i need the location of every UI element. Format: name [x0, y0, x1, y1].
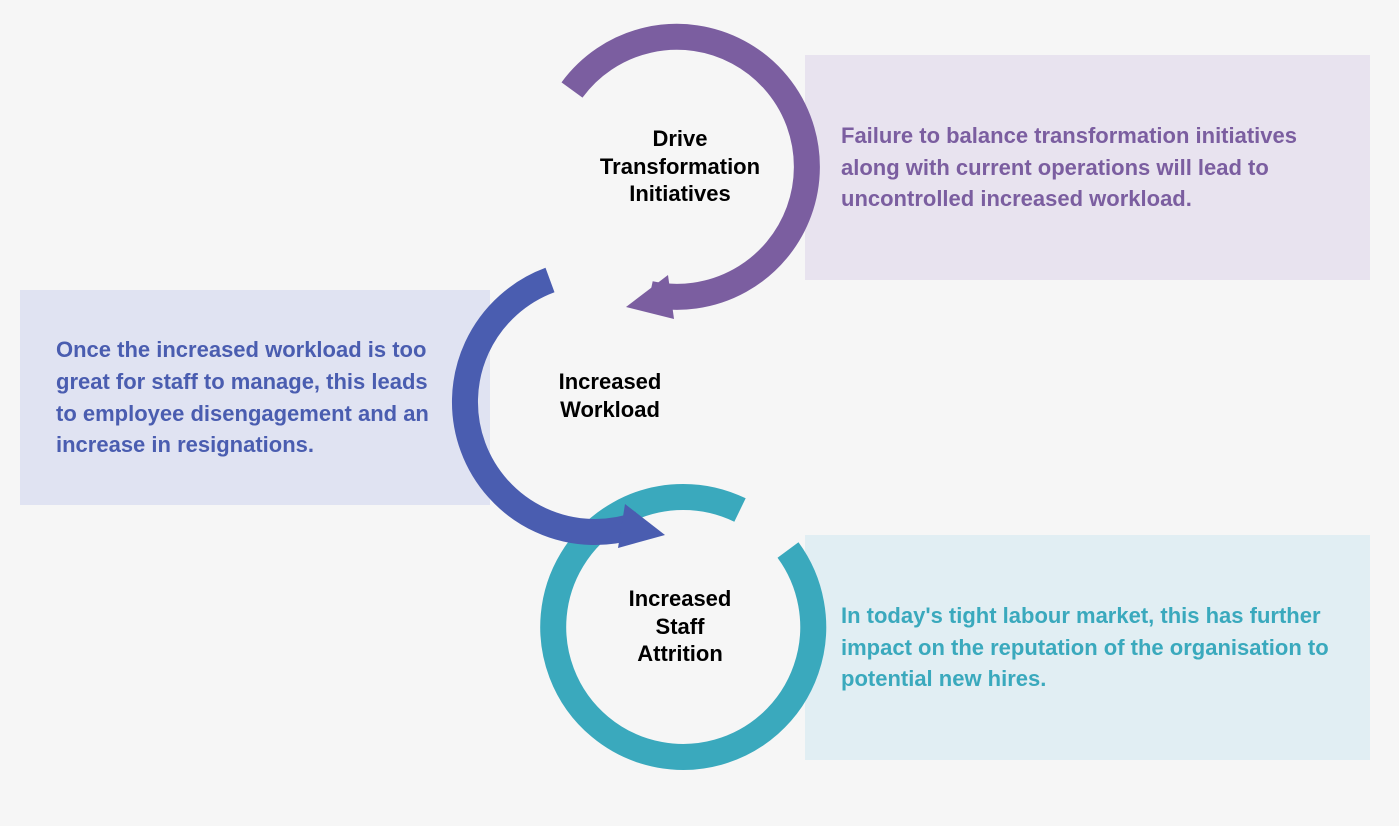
panel-top-right-text: Failure to balance transformation initia…: [841, 120, 1334, 216]
label-middle-line2: Workload: [560, 397, 660, 422]
label-top-line1: Drive: [652, 126, 707, 151]
panel-bottom-right: In today's tight labour market, this has…: [805, 535, 1370, 760]
panel-middle-left: Once the increased workload is too great…: [20, 290, 490, 505]
label-bottom-line1: Increased: [629, 586, 732, 611]
label-bottom-line2: Staff: [656, 614, 705, 639]
label-top-line3: Initiatives: [629, 181, 730, 206]
panel-bottom-right-text: In today's tight labour market, this has…: [841, 600, 1334, 696]
label-top: Drive Transformation Initiatives: [580, 125, 780, 208]
label-bottom: Increased Staff Attrition: [580, 585, 780, 668]
label-middle: Increased Workload: [510, 368, 710, 423]
panel-middle-left-text: Once the increased workload is too great…: [56, 334, 454, 462]
label-bottom-line3: Attrition: [637, 641, 723, 666]
label-middle-line1: Increased: [559, 369, 662, 394]
label-top-line2: Transformation: [600, 154, 760, 179]
panel-top-right: Failure to balance transformation initia…: [805, 55, 1370, 280]
